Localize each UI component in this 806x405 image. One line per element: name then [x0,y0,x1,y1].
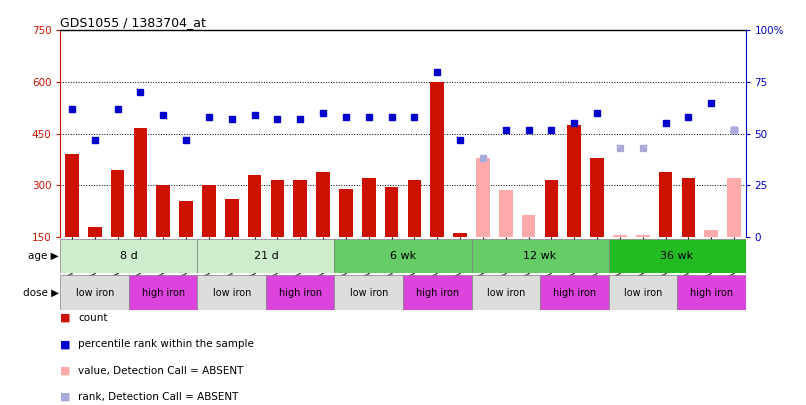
Bar [247,175,261,237]
Text: high iron: high iron [690,288,733,298]
Bar [225,199,239,237]
Text: 36 wk: 36 wk [660,251,694,261]
Bar [316,172,330,237]
Bar [636,235,650,237]
Text: age ▶: age ▶ [28,251,59,261]
Bar [65,154,79,237]
Text: low iron: low iron [624,288,662,298]
Bar [567,125,581,237]
Bar [334,239,472,273]
Bar [609,239,746,273]
Text: value, Detection Call = ABSENT: value, Detection Call = ABSENT [78,366,243,375]
Bar [134,128,147,237]
Text: high iron: high iron [416,288,459,298]
Text: 8 d: 8 d [120,251,138,261]
Bar [590,158,604,237]
Bar [453,233,467,237]
Text: rank, Detection Call = ABSENT: rank, Detection Call = ABSENT [78,392,239,402]
Text: low iron: low iron [76,288,114,298]
Bar [362,178,376,237]
Text: count: count [78,313,108,323]
Text: percentile rank within the sample: percentile rank within the sample [78,339,254,349]
Bar [704,230,718,237]
Text: ■: ■ [60,313,71,323]
Text: ■: ■ [60,339,71,349]
Text: 12 wk: 12 wk [523,251,557,261]
Bar [339,189,353,237]
Bar [472,275,540,310]
Bar [499,190,513,237]
Text: dose ▶: dose ▶ [23,288,59,298]
Bar [545,180,559,237]
Text: ■: ■ [60,392,71,402]
Bar [609,275,677,310]
Bar [266,275,334,310]
Bar [271,180,285,237]
Bar [677,275,746,310]
Bar [197,239,334,273]
Text: low iron: low iron [213,288,251,298]
Bar [682,178,696,237]
Bar [472,239,609,273]
Bar [110,170,124,237]
Bar [197,275,266,310]
Bar [334,275,403,310]
Bar [430,82,444,237]
Text: 21 d: 21 d [254,251,278,261]
Text: 6 wk: 6 wk [390,251,416,261]
Bar [60,239,197,273]
Text: low iron: low iron [487,288,525,298]
Text: high iron: high iron [553,288,596,298]
Bar [540,275,609,310]
Text: GDS1055 / 1383704_at: GDS1055 / 1383704_at [60,16,206,29]
Bar [476,158,490,237]
Bar [613,235,627,237]
Bar [202,185,216,237]
Bar [129,275,197,310]
Text: low iron: low iron [350,288,388,298]
Bar [156,185,170,237]
Text: high iron: high iron [279,288,322,298]
Bar [384,187,398,237]
Bar [293,180,307,237]
Bar [179,201,193,237]
Bar [88,227,102,237]
Bar [659,172,672,237]
Bar [521,215,535,237]
Bar [403,275,472,310]
Text: high iron: high iron [142,288,185,298]
Text: ■: ■ [60,366,71,375]
Bar [727,178,741,237]
Bar [60,275,129,310]
Bar [408,180,422,237]
